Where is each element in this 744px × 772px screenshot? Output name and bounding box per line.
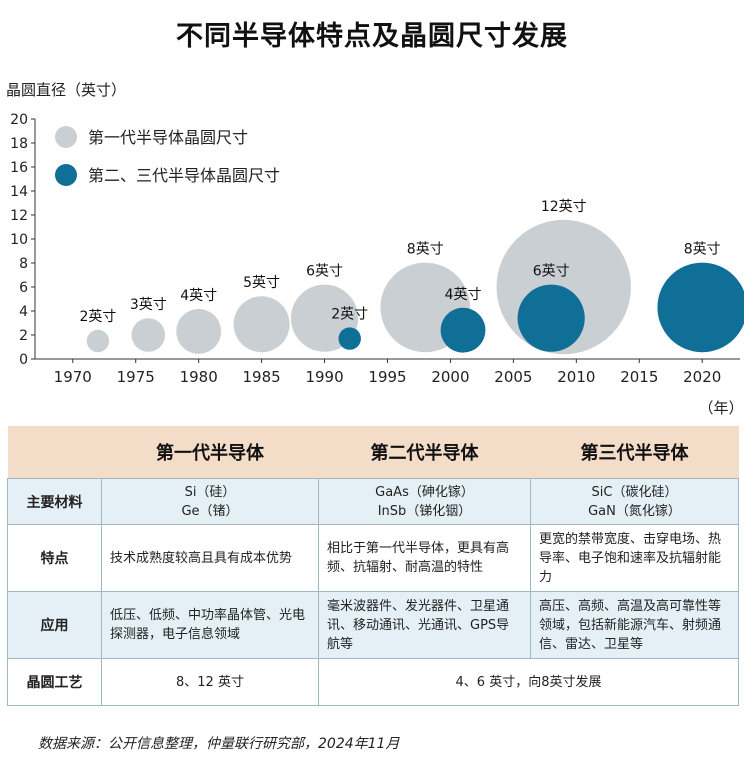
cell-applications-gen3: 高压、高频、高温及高可靠性等领域，包括新能源汽车、射频通信、雷达、卫星等	[530, 591, 739, 659]
y-tick-label: 12	[10, 208, 28, 224]
table-row-applications: 应用 低压、低频、中功率晶体管、光电探测器，电子信息领域 毫米波器件、发光器件、…	[7, 591, 739, 659]
x-tick-label: 1985	[243, 368, 281, 386]
x-tick-label: 2005	[494, 368, 532, 386]
material-gaas: GaAs（砷化镓）	[375, 484, 474, 500]
y-axis-title: 晶圆直径（英寸）	[6, 81, 126, 99]
x-tick-label: 1990	[305, 368, 343, 386]
bubble-label-gen1: 5英寸	[243, 274, 280, 291]
bubble-gen1	[131, 318, 166, 352]
table-header-gen2: 第二代半导体	[318, 426, 531, 479]
table-header-row: 第一代半导体 第二代半导体 第三代半导体	[7, 426, 739, 479]
row-label-process: 晶圆工艺	[7, 658, 102, 706]
bubble-label-gen1: 4英寸	[180, 287, 217, 304]
bubble-label-gen1: 12英寸	[541, 198, 587, 215]
bubble-label-gen1: 2英寸	[79, 308, 116, 325]
table-row-process: 晶圆工艺 8、12 英寸 4、6 英寸，向8英寸发展	[7, 658, 739, 706]
cell-process-gen1: 8、12 英寸	[101, 658, 319, 706]
table-header-gen1: 第一代半导体	[101, 426, 319, 479]
table-header-empty	[7, 426, 102, 479]
bubble-gen23	[657, 262, 744, 353]
y-tick-label: 20	[10, 112, 28, 128]
cell-features-gen3: 更宽的禁带宽度、击穿电场、热导率、电子饱和速率及抗辐射能力	[530, 524, 739, 592]
legend-label-gen1: 第一代半导体晶圆尺寸	[88, 128, 248, 147]
bubble-label-gen1: 6英寸	[306, 263, 343, 280]
x-tick-label: 1995	[368, 368, 406, 386]
bubble-gen23	[338, 327, 361, 350]
y-tick-label: 16	[10, 160, 28, 176]
bubble-label-gen1: 3英寸	[130, 296, 167, 313]
bubble-label-gen23: 6英寸	[533, 263, 570, 280]
y-tick-label: 8	[19, 256, 28, 272]
material-insb: InSb（锑化铟）	[377, 503, 472, 519]
x-tick-label: 1980	[180, 368, 218, 386]
y-tick-label: 4	[19, 304, 28, 320]
cell-materials-gen2: GaAs（砷化镓） InSb（锑化铟）	[318, 478, 531, 525]
cell-materials-gen3: SiC（碳化硅） GaN（氮化镓）	[530, 478, 739, 525]
x-tick-label: 2010	[557, 368, 595, 386]
bubble-gen1	[233, 296, 290, 353]
y-tick-label: 10	[10, 232, 28, 248]
cell-applications-gen2: 毫米波器件、发光器件、卫星通讯、移动通讯、光通讯、GPS导航等	[318, 591, 531, 659]
semiconductor-comparison-table: 第一代半导体 第二代半导体 第三代半导体 主要材料 Si（硅） Ge（锗） GaA…	[7, 426, 739, 706]
row-label-features: 特点	[7, 524, 102, 592]
table-header-gen3: 第三代半导体	[530, 426, 739, 479]
x-axis-title: （年）	[698, 399, 743, 417]
bubble-label-gen1: 8英寸	[407, 241, 444, 258]
x-tick-label: 2020	[683, 368, 721, 386]
table-row-materials: 主要材料 Si（硅） Ge（锗） GaAs（砷化镓） InSb（锑化铟） SiC（碳…	[7, 478, 739, 525]
bubble-chart: 晶圆直径（英寸） 第一代半导体晶圆尺寸 第二、三代半导体晶圆尺寸 2英寸 3英寸 4…	[6, 81, 744, 417]
y-tick-label: 18	[10, 136, 28, 152]
cell-applications-gen1: 低压、低频、中功率晶体管、光电探测器，电子信息领域	[101, 591, 319, 659]
bubble-gen1	[176, 309, 222, 354]
bubble-gen23	[440, 307, 486, 353]
y-tick-label: 0	[19, 352, 28, 368]
bubble-label-gen23: 2英寸	[331, 305, 368, 322]
bubble-label-gen23: 8英寸	[684, 241, 721, 258]
y-tick-label: 14	[10, 184, 28, 200]
bubble-gen23	[517, 284, 585, 352]
row-label-applications: 应用	[7, 591, 102, 659]
table-row-features: 特点 技术成熟度较高且具有成本优势 相比于第一代半导体，更具有高频、抗辐射、耐高…	[7, 524, 739, 592]
legend: 第一代半导体晶圆尺寸 第二、三代半导体晶圆尺寸	[55, 126, 280, 186]
source-note: 数据来源：公开信息整理，仲量联行研究部，2024年11月	[38, 736, 400, 752]
material-sic: SiC（碳化硅）	[591, 484, 678, 500]
material-si: Si（硅）	[184, 484, 236, 500]
cell-process-gen23: 4、6 英寸，向8英寸发展	[318, 658, 739, 706]
material-ge: Ge（锗）	[181, 503, 239, 519]
y-tick-label: 2	[19, 328, 28, 344]
bubble-gen1	[86, 329, 110, 353]
row-label-materials: 主要材料	[7, 478, 102, 525]
x-tick-label: 2000	[431, 368, 469, 386]
cell-features-gen2: 相比于第一代半导体，更具有高频、抗辐射、耐高温的特性	[318, 524, 531, 592]
bubble-label-gen23: 4英寸	[445, 286, 482, 303]
legend-label-gen23: 第二、三代半导体晶圆尺寸	[88, 166, 280, 185]
page-title: 不同半导体特点及晶圆尺寸发展	[176, 21, 568, 52]
cell-materials-gen1: Si（硅） Ge（锗）	[101, 478, 319, 525]
legend-swatch-gen23	[55, 164, 77, 186]
x-tick-label: 1975	[117, 368, 155, 386]
material-gan: GaN（氮化镓）	[588, 503, 681, 519]
legend-swatch-gen1	[55, 126, 77, 148]
y-tick-label: 6	[19, 280, 28, 296]
x-tick-label: 2015	[620, 368, 658, 386]
cell-features-gen1: 技术成熟度较高且具有成本优势	[101, 524, 319, 592]
x-tick-label: 1970	[54, 368, 92, 386]
